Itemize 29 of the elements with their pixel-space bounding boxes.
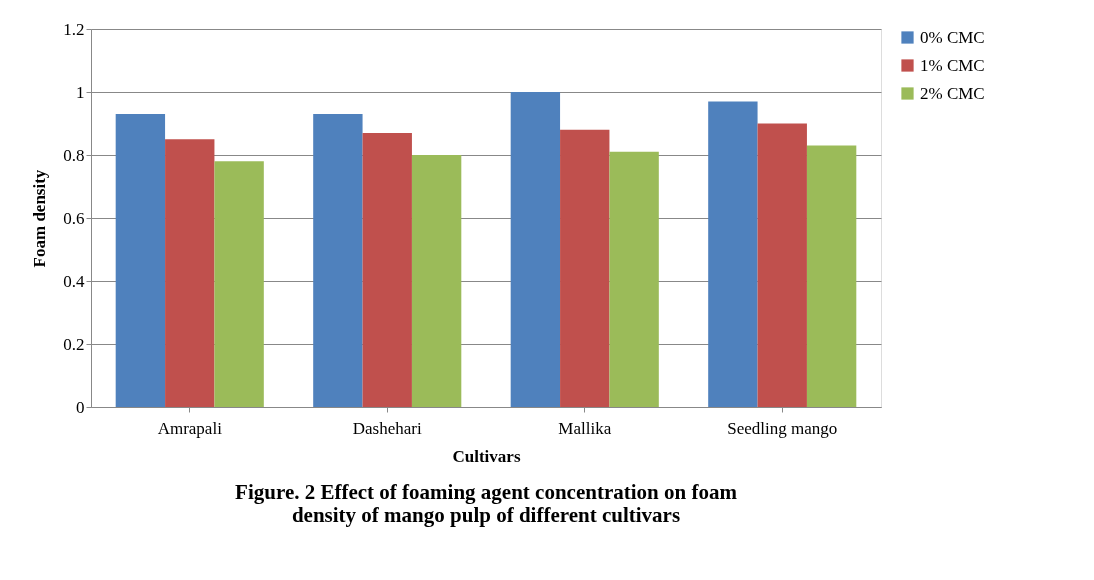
bar <box>560 129 610 407</box>
bar <box>313 114 363 407</box>
bar <box>757 123 807 407</box>
x-tick-label: Dashehari <box>352 418 422 438</box>
y-tick-label: 1.2 <box>63 19 85 39</box>
x-axis-title: Cultivars <box>452 446 521 466</box>
legend-label: 2% CMC <box>920 83 985 103</box>
bar <box>214 161 264 407</box>
y-axis-title: Foam density <box>30 169 50 268</box>
y-tick-label: 0 <box>76 397 85 417</box>
y-tick-label: 0.6 <box>63 208 85 228</box>
x-tick-label: Amrapali <box>157 418 223 438</box>
y-tick-label: 0.8 <box>63 145 85 165</box>
bar <box>708 101 758 407</box>
y-tick-label: 0.2 <box>63 334 85 354</box>
text: Figure. 2 Effect of foaming agent concentration on foam density of mango pulp of different cultivars <box>235 480 738 527</box>
legend-label: 0% CMC <box>920 27 985 47</box>
bar <box>411 155 462 407</box>
x-tick-label: Mallika <box>558 418 612 438</box>
bar <box>165 139 215 407</box>
bar <box>806 145 857 407</box>
x-tick-label: Seedling mango <box>727 418 838 438</box>
y-tick-label: 0.4 <box>63 271 85 291</box>
bar <box>609 151 659 407</box>
bar <box>115 114 166 407</box>
y-tick-label: 1 <box>76 82 85 102</box>
bar <box>362 132 412 407</box>
bar <box>510 92 561 407</box>
legend-label: 1% CMC <box>920 55 985 75</box>
